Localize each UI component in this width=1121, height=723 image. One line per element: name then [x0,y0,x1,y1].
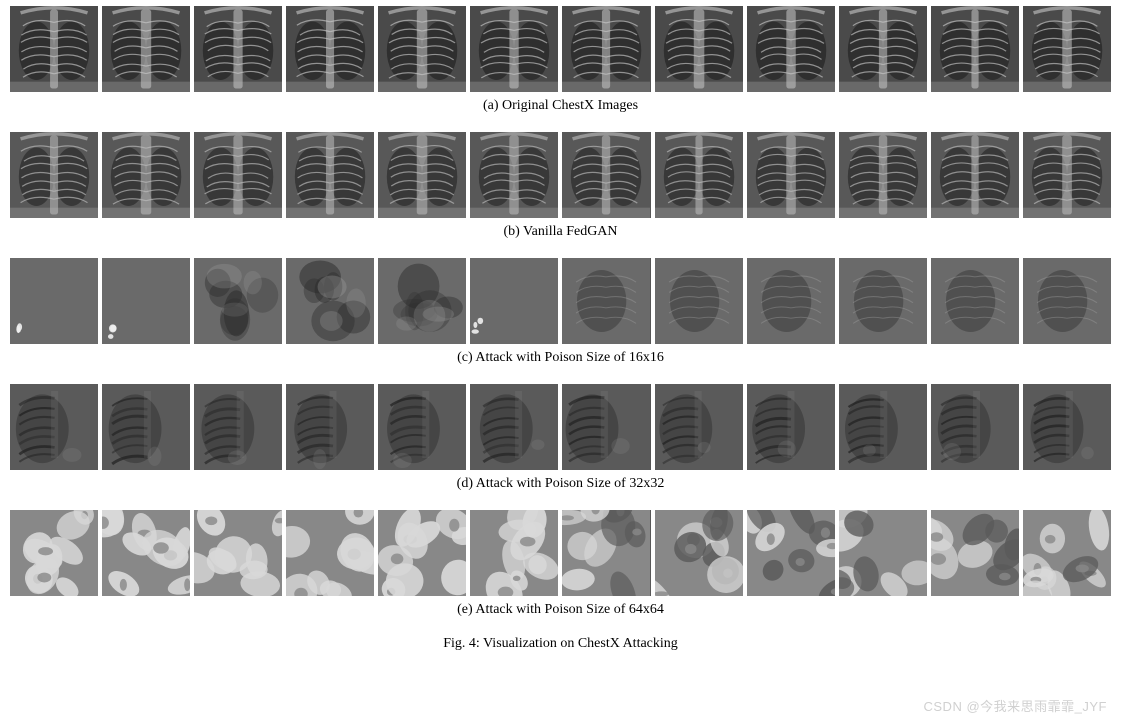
figure-image [286,258,374,344]
figure-image [10,510,98,596]
figure-image [102,132,190,218]
figure-image [562,6,650,92]
figure-image [1023,510,1111,596]
figure-image [10,6,98,92]
figure-image [747,132,835,218]
image-row [10,510,1111,596]
watermark: CSDN @今我来思雨霏霏_JYF [924,696,1108,715]
figure-image [286,510,374,596]
figure-image [378,510,466,596]
figure-image [10,258,98,344]
figure-image [378,258,466,344]
figure-caption: Fig. 4: Visualization on ChestX Attackin… [10,636,1111,652]
figure-image [286,132,374,218]
figure-image [655,258,743,344]
figure-image [194,384,282,470]
figure-image [10,384,98,470]
figure-image [655,384,743,470]
figure-image [470,510,558,596]
figure-image [839,510,927,596]
figure-image [655,6,743,92]
figure-image [470,258,558,344]
figure-image [378,384,466,470]
figure-image [1023,6,1111,92]
figure-image [931,6,1019,92]
figure-4: (a) Original ChestX Images [10,6,1111,652]
figure-image [10,132,98,218]
figure-image [562,510,650,596]
figure-image [655,510,743,596]
figure-image [194,258,282,344]
figure-image [102,258,190,344]
figure-image [378,6,466,92]
figure-image [655,132,743,218]
figure-image [839,258,927,344]
figure-image [470,6,558,92]
figure-image [194,132,282,218]
figure-image [562,132,650,218]
figure-image [470,132,558,218]
figure-image [1023,384,1111,470]
figure-image [1023,258,1111,344]
figure-image [286,384,374,470]
subfigure-caption: (c) Attack with Poison Size of 16x16 [10,350,1111,366]
figure-image [747,6,835,92]
figure-image [194,6,282,92]
figure-image [839,132,927,218]
subfigure-caption: (b) Vanilla FedGAN [10,224,1111,240]
figure-image [747,384,835,470]
figure-image [1023,132,1111,218]
figure-image [102,6,190,92]
figure-image [931,132,1019,218]
figure-image [747,510,835,596]
figure-image [931,384,1019,470]
figure-image [839,384,927,470]
figure-image [839,6,927,92]
figure-image [470,384,558,470]
figure-image [194,510,282,596]
subfigure-caption: (d) Attack with Poison Size of 32x32 [10,476,1111,492]
image-row [10,384,1111,470]
subfigure-caption: (e) Attack with Poison Size of 64x64 [10,602,1111,618]
image-row [10,6,1111,92]
figure-image [562,384,650,470]
figure-image [931,510,1019,596]
figure-image [562,258,650,344]
subfigure-caption: (a) Original ChestX Images [10,98,1111,114]
image-row [10,258,1111,344]
image-row [10,132,1111,218]
figure-image [931,258,1019,344]
figure-image [378,132,466,218]
figure-image [286,6,374,92]
figure-image [102,510,190,596]
figure-image [747,258,835,344]
figure-image [102,384,190,470]
